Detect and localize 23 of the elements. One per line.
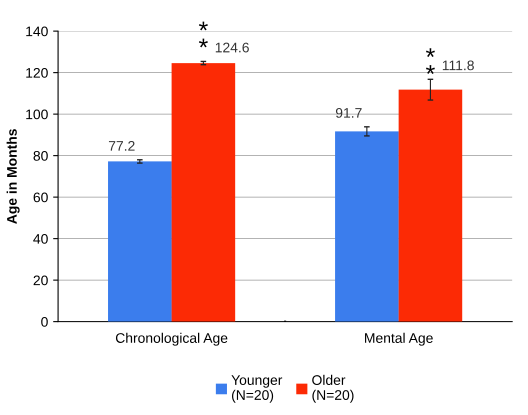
y-tick-label: 100 (26, 109, 48, 120)
y-tick-label: 60 (34, 192, 48, 202)
y-tick-label: 0 (41, 316, 48, 327)
data-label: 111.8 (442, 60, 474, 70)
y-tick-label: 80 (34, 150, 48, 161)
legend-label: Older (N=20) (312, 374, 354, 403)
bar (398, 90, 462, 322)
bar (335, 131, 399, 322)
data-label: 91.7 (336, 108, 362, 118)
data-label: 77.2 (108, 140, 135, 151)
data-label: 124.6 (216, 42, 249, 52)
y-tick-label: 120 (26, 68, 48, 78)
legend-label: Younger (N=20) (231, 375, 282, 403)
bar (108, 161, 172, 322)
bar (172, 63, 236, 322)
annotation: * * (198, 22, 208, 48)
y-tick-label: 40 (33, 234, 48, 244)
x-tick-label: Chronological Age (116, 332, 228, 346)
annotation: * * (426, 48, 435, 74)
y-tick-label: 20 (34, 275, 48, 286)
x-tick-label: Mental Age (365, 332, 433, 346)
y-axis-title: Age in Months (6, 129, 20, 224)
y-tick-label: 140 (26, 26, 48, 36)
